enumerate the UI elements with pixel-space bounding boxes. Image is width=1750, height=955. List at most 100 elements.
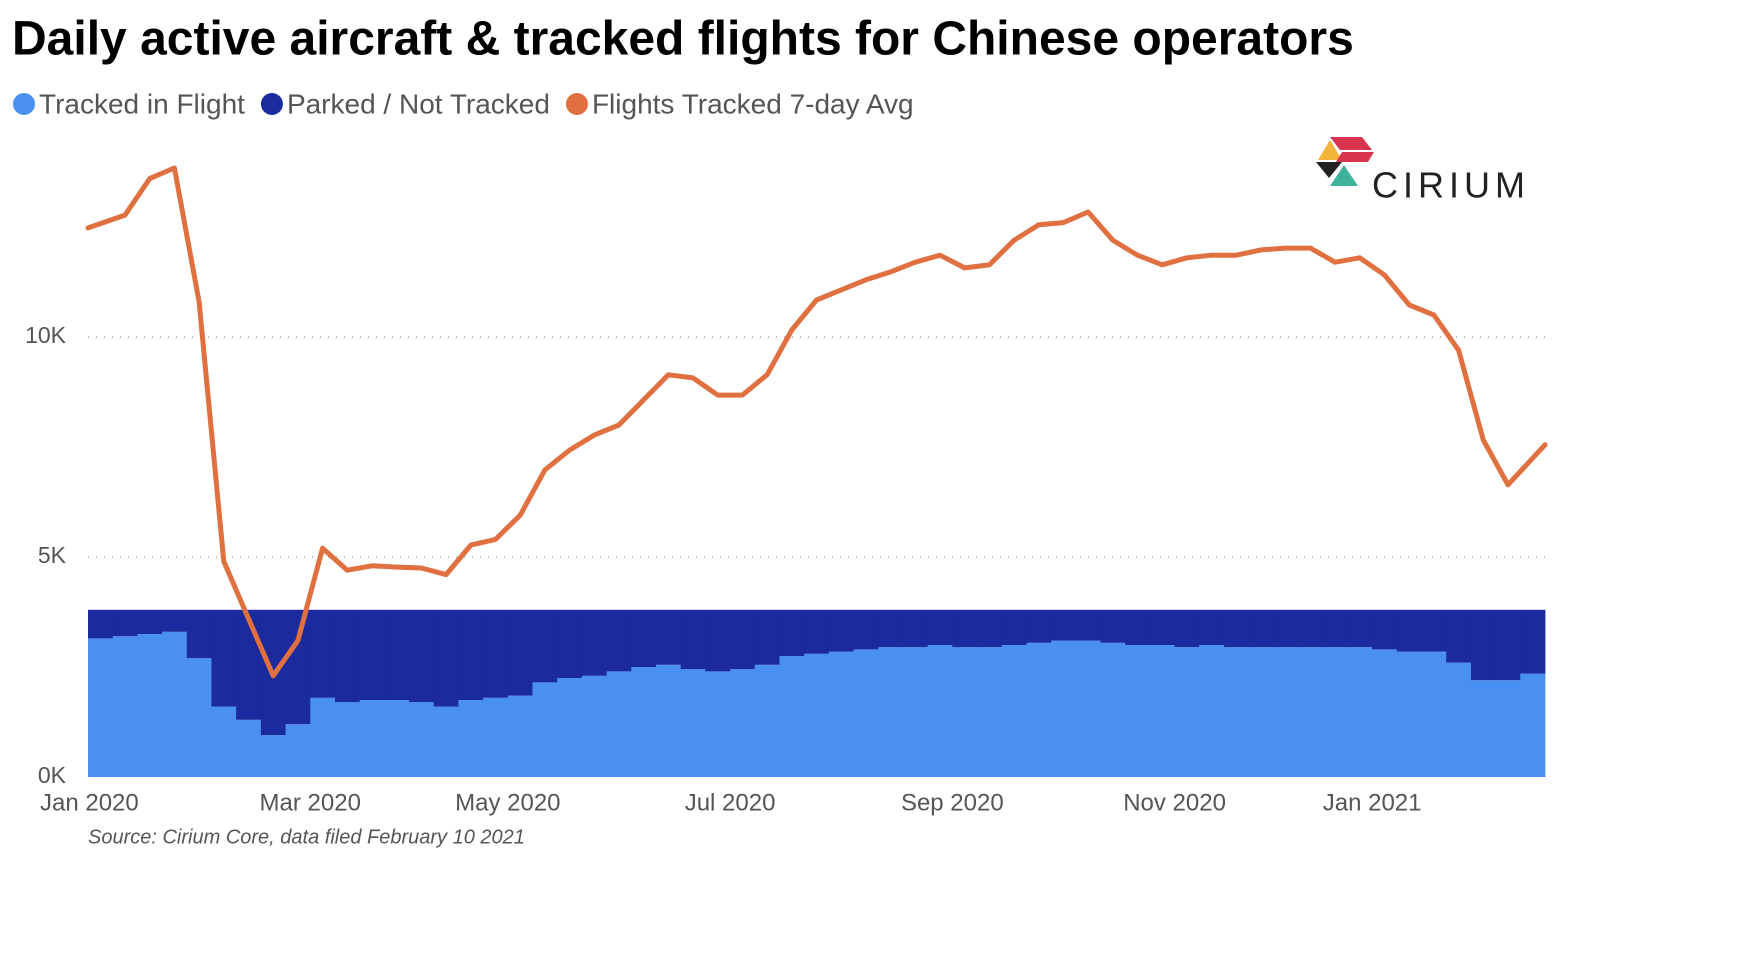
- bar: [1298, 609, 1324, 648]
- bar: [1026, 642, 1052, 777]
- bar: [1223, 647, 1250, 777]
- bar: [952, 609, 978, 648]
- bar: [977, 609, 1003, 648]
- bar: [384, 700, 410, 777]
- bar: [1421, 609, 1447, 652]
- bar: [359, 609, 385, 700]
- bar: [1199, 609, 1225, 645]
- bar: [1125, 645, 1151, 777]
- bar: [1396, 609, 1422, 652]
- bar: [1026, 609, 1052, 643]
- bar: [902, 647, 929, 777]
- bar: [186, 609, 212, 659]
- bar: [137, 634, 163, 777]
- bar: [236, 609, 262, 720]
- bar: [433, 706, 459, 777]
- x-tick-label: Mar 2020: [260, 789, 361, 816]
- bar: [1051, 609, 1077, 641]
- bar: [557, 678, 583, 777]
- bar: [952, 647, 978, 777]
- logo-shape: [1318, 140, 1342, 160]
- bar: [1322, 609, 1348, 648]
- bar: [1495, 609, 1521, 681]
- bar: [433, 609, 459, 707]
- bar: [285, 724, 311, 777]
- bar: [730, 609, 756, 670]
- bar: [88, 638, 114, 777]
- bar: [310, 697, 336, 777]
- bar: [779, 609, 805, 656]
- bar: [1273, 609, 1299, 648]
- bar: [1248, 647, 1274, 777]
- x-tick-label: Nov 2020: [1123, 789, 1226, 816]
- bar: [359, 700, 385, 777]
- bar: [1199, 645, 1225, 777]
- bar: [507, 609, 533, 696]
- bar: [631, 667, 657, 777]
- bar: [458, 609, 484, 700]
- bar: [853, 649, 879, 777]
- bar: [754, 609, 780, 665]
- y-tick-label: 5K: [38, 542, 67, 568]
- bar: [804, 609, 830, 654]
- bar: [581, 675, 607, 777]
- bar: [680, 669, 706, 777]
- bar: [927, 645, 953, 777]
- bar: [730, 669, 756, 777]
- bar: [1372, 609, 1398, 650]
- logo-text: CIRIUM: [1372, 165, 1530, 206]
- legend-marker: [260, 93, 283, 115]
- bar: [1446, 662, 1472, 777]
- bar: [705, 609, 731, 672]
- bar: [483, 609, 509, 698]
- y-tick-label: 0K: [38, 762, 67, 788]
- bar: [1273, 647, 1299, 777]
- bar: [1347, 609, 1373, 648]
- bar: [1347, 647, 1373, 777]
- bar: [606, 609, 632, 672]
- bar: [88, 609, 114, 639]
- bar: [1298, 647, 1324, 777]
- bar: [1470, 609, 1497, 681]
- bar: [211, 706, 237, 777]
- bar: [1001, 645, 1027, 777]
- bar: [1223, 609, 1250, 648]
- bar: [384, 609, 410, 700]
- bar: [1149, 645, 1175, 777]
- bar: [1051, 640, 1077, 777]
- bar: [1495, 680, 1521, 777]
- bar: [1125, 609, 1151, 645]
- bar: [1520, 673, 1546, 777]
- bar: [779, 656, 805, 777]
- chart-title: Daily active aircraft & tracked flights …: [12, 13, 1354, 66]
- bar: [853, 609, 879, 650]
- logo-shape: [1336, 152, 1374, 162]
- bar: [828, 609, 854, 652]
- bar: [334, 702, 361, 777]
- bar: [1396, 651, 1422, 777]
- logo-shape: [1316, 162, 1342, 178]
- bar: [458, 700, 484, 777]
- bar: [409, 609, 435, 703]
- line: [85, 165, 1548, 679]
- bar: [557, 609, 583, 678]
- bar: [804, 653, 830, 777]
- x-tick-label: Jan 2020: [40, 789, 139, 816]
- legend-label: Parked / Not Tracked: [287, 88, 550, 119]
- bar: [1520, 609, 1546, 674]
- bar: [927, 609, 953, 645]
- y-tick-label: 10K: [25, 322, 67, 348]
- bar: [828, 651, 854, 777]
- bar: [606, 671, 632, 777]
- x-tick-label: Sep 2020: [901, 789, 1004, 816]
- bar: [1322, 647, 1348, 777]
- bar: [483, 697, 509, 777]
- bar: [680, 609, 706, 670]
- bar: [507, 695, 533, 777]
- bar: [310, 609, 336, 698]
- bar: [655, 609, 682, 665]
- logo-shape: [1330, 165, 1358, 186]
- bar: [1248, 609, 1274, 648]
- bar: [1421, 651, 1447, 777]
